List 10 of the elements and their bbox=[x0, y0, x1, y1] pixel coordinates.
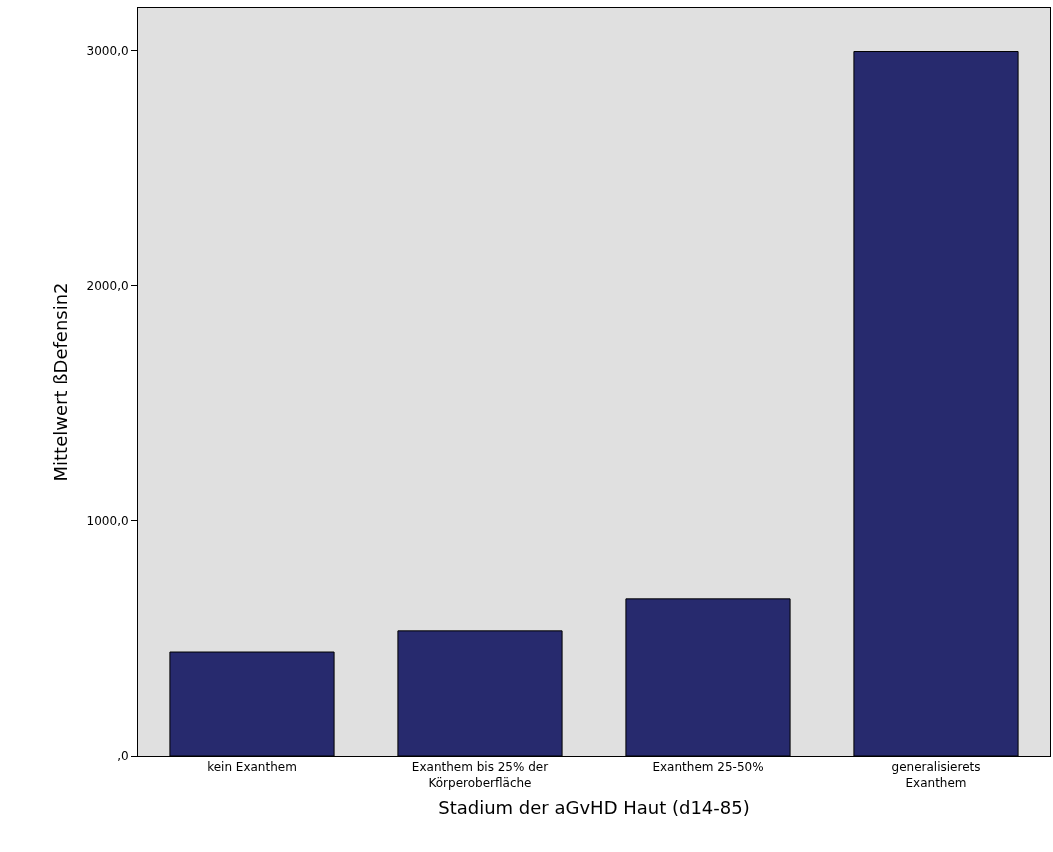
x-tick-label: kein Exanthem bbox=[207, 760, 297, 775]
y-tick-label: 1000,0 bbox=[86, 513, 129, 528]
y-tick-label: 2000,0 bbox=[86, 278, 129, 293]
x-axis-title: Stadium der aGvHD Haut (d14-85) bbox=[438, 797, 750, 819]
y-tick-label: 3000,0 bbox=[86, 43, 129, 58]
y-axis-title: Mittelwert ßDefensin2 bbox=[49, 282, 71, 482]
x-tick-label: generalisierets Exanthem bbox=[891, 760, 981, 790]
x-tick-label: Exanthem bis 25% der Körperoberfläche bbox=[411, 760, 549, 790]
y-tick-label: ,0 bbox=[117, 749, 129, 764]
x-tick-label: Exanthem 25-50% bbox=[652, 760, 764, 775]
